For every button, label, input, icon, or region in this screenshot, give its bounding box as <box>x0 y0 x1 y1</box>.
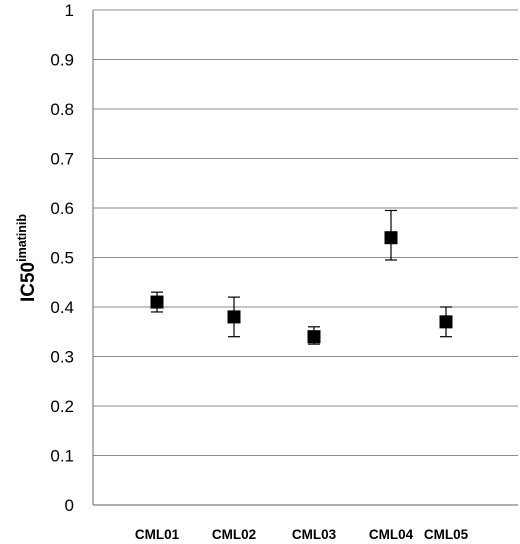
y-tick-label: 0.5 <box>50 249 74 268</box>
y-axis-label: IC50imatinib <box>15 214 39 302</box>
y-tick-label: 0.6 <box>50 199 74 218</box>
y-tick-label: 0 <box>65 496 74 515</box>
data-points <box>150 231 453 344</box>
data-point-cml02 <box>227 310 241 324</box>
y-axis-label-superscript: imatinib <box>15 214 29 262</box>
x-tick-label: CML04 <box>369 527 414 542</box>
data-point-cml05 <box>439 315 453 329</box>
x-tick-labels: CML01 CML02 CML03 CML04 CML05 <box>135 527 469 542</box>
x-tick-label: CML01 <box>135 527 180 542</box>
y-tick-label: 0.2 <box>50 397 74 416</box>
y-tick-label: 1 <box>65 1 74 20</box>
y-tick-labels: 0 0.1 0.2 0.3 0.4 0.5 0.6 0.7 0.8 0.9 1 <box>50 1 74 515</box>
data-point-cml04 <box>384 231 398 245</box>
y-tick-label: 0.1 <box>50 447 74 466</box>
x-tick-label: CML05 <box>424 527 469 542</box>
x-tick-label: CML02 <box>212 527 256 542</box>
error-bars <box>151 209 452 345</box>
y-tick-label: 0.7 <box>50 150 74 169</box>
x-tick-label: CML03 <box>292 527 337 542</box>
data-point-cml01 <box>150 295 164 309</box>
gridlines <box>93 9 518 506</box>
y-tick-label: 0.8 <box>50 100 74 119</box>
y-tick-label: 0.3 <box>50 348 74 367</box>
y-tick-label: 0.9 <box>50 51 74 70</box>
y-axis-label-main: IC50 <box>18 262 39 302</box>
data-point-cml03 <box>307 330 321 344</box>
y-tick-label: 0.4 <box>50 298 74 317</box>
